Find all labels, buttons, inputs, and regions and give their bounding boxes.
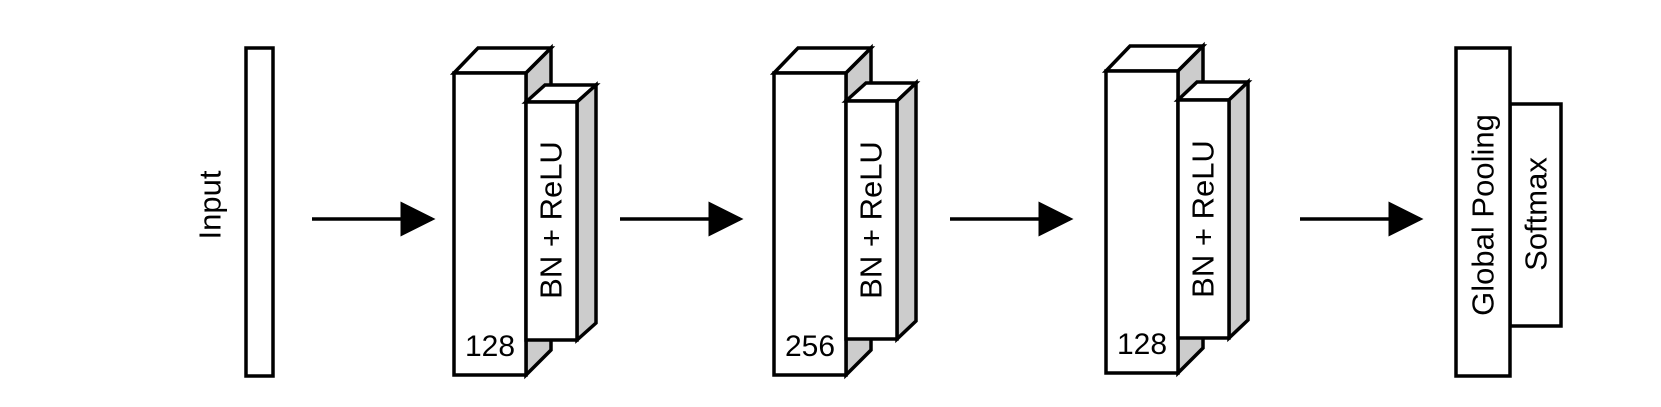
input-label: Input	[193, 170, 228, 239]
bn-relu-label: BN + ReLU	[854, 141, 889, 299]
input-bar	[244, 46, 275, 378]
bn-relu-label: BN + ReLU	[1186, 140, 1221, 298]
conv-block-2: 256 BN + ReLU	[769, 43, 921, 380]
output-block: Global Pooling Softmax	[1454, 46, 1563, 378]
softmax-label: Softmax	[1519, 157, 1554, 271]
global-pooling-label: Global Pooling	[1466, 114, 1501, 316]
bn-relu-label: BN + ReLU	[534, 141, 569, 299]
conv-filters-label: 128	[465, 330, 515, 363]
softmax-box	[1508, 102, 1563, 328]
bn-relu-prism	[1173, 77, 1253, 343]
conv-filters-label: 128	[1117, 328, 1167, 361]
input-layer: Input	[193, 46, 275, 378]
conv-filters-label: 256	[785, 330, 835, 363]
conv-block-1: 128 BN + ReLU	[449, 43, 601, 380]
bn-relu-prism	[841, 78, 921, 344]
global-pooling-box	[1454, 46, 1512, 378]
conv-block-3: 128 BN + ReLU	[1101, 41, 1253, 378]
conv-prism	[449, 43, 556, 380]
bn-relu-prism	[521, 81, 601, 344]
